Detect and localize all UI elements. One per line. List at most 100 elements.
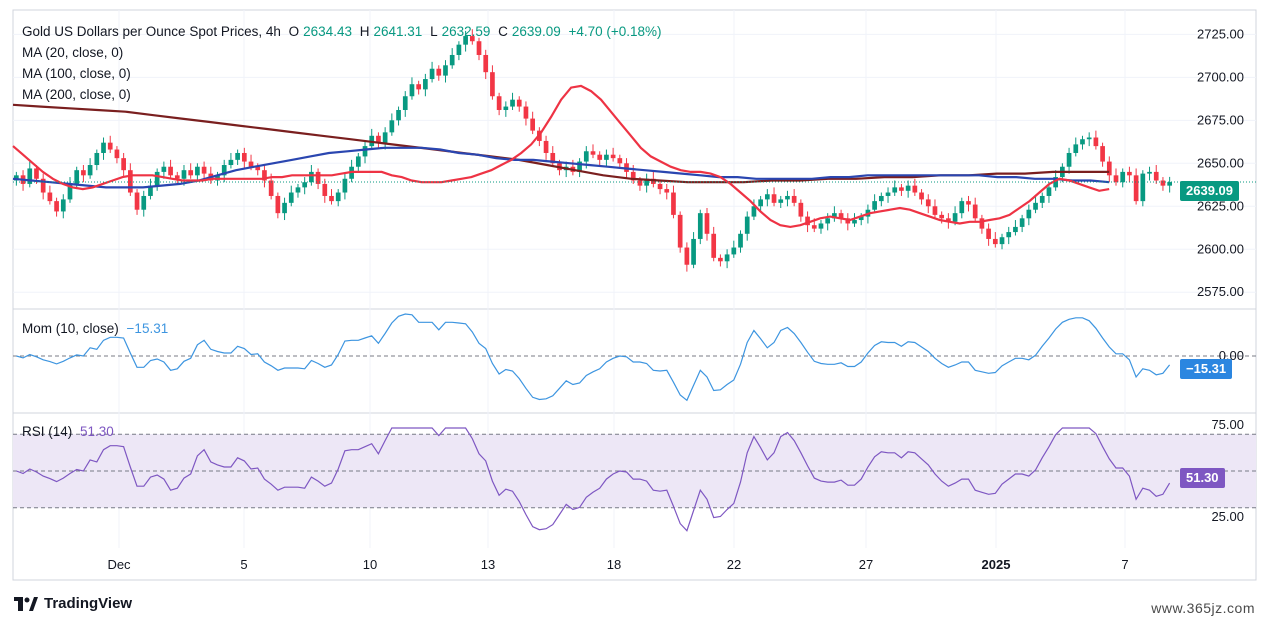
high-value: 2641.31: [373, 24, 423, 39]
candle-body: [610, 154, 616, 159]
candle-body: [134, 192, 140, 210]
candle-body: [523, 106, 529, 119]
candle-body: [798, 202, 804, 217]
candle-body: [939, 214, 945, 219]
candle-body: [342, 178, 348, 193]
candle-body: [148, 185, 153, 196]
candle-body: [141, 195, 147, 210]
candle-body: [510, 99, 515, 107]
candle-body: [443, 65, 448, 76]
x-tick-label: Dec: [107, 557, 131, 572]
candle-body: [704, 213, 710, 234]
candle-body: [892, 187, 898, 193]
candle-body: [315, 171, 321, 184]
candle-body: [54, 201, 59, 212]
candle-body: [503, 106, 509, 110]
candle-body: [972, 204, 978, 219]
momentum-value: −15.31: [126, 321, 169, 336]
candle-body: [416, 84, 422, 90]
candle-body: [1133, 175, 1139, 202]
candle-body: [778, 199, 784, 203]
candle-body: [47, 192, 53, 202]
open-value: 2634.43: [303, 24, 352, 39]
y-tick-label: 2725.00: [1197, 26, 1244, 41]
candle-body: [81, 170, 86, 176]
candle-body: [429, 68, 435, 80]
candle-body: [805, 216, 810, 226]
candle-body: [858, 216, 864, 221]
candle-body: [751, 206, 757, 217]
candle-body: [771, 194, 777, 203]
rsi-value: 51.30: [80, 424, 114, 439]
close-value: 2639.09: [511, 24, 561, 39]
candle-body: [235, 152, 240, 160]
candle-body: [1106, 161, 1112, 176]
rsi-legend[interactable]: RSI (14) 51.30: [22, 424, 118, 439]
candle-body: [114, 149, 120, 159]
symbol-title: Gold US Dollars per Ounce Spot Prices, 4…: [22, 24, 281, 39]
candle-body: [309, 171, 314, 183]
y-tick-label: 2700.00: [1197, 69, 1244, 84]
candle-body: [764, 194, 770, 200]
candle-body: [1013, 226, 1018, 233]
high-label: H: [359, 24, 370, 39]
ma100-legend[interactable]: MA (100, close, 0): [22, 66, 131, 81]
candle-body: [684, 247, 690, 265]
candle-body: [577, 161, 582, 172]
candle-body: [161, 166, 167, 172]
momentum-label: Mom (10, close): [22, 321, 119, 336]
momentum-legend[interactable]: Mom (10, close) −15.31: [22, 321, 172, 336]
candle-body: [362, 146, 368, 157]
candle-body: [530, 118, 535, 131]
rsi-tick-label: 75.00: [1211, 417, 1244, 432]
candle-body: [1019, 218, 1025, 227]
candle-body: [630, 171, 636, 181]
close-label: C: [498, 24, 508, 39]
candle-body: [1026, 209, 1032, 219]
candle-body: [168, 166, 173, 176]
candle-body: [852, 220, 857, 224]
y-tick-label: 2675.00: [1197, 112, 1244, 127]
rsi-tick-label: 25.00: [1211, 509, 1244, 524]
candle-body: [1140, 173, 1146, 202]
rsi-band: [13, 434, 1256, 508]
candle-body: [992, 238, 998, 245]
candle-body: [490, 72, 495, 97]
x-tick-label: 5: [240, 557, 247, 572]
candle-body: [14, 175, 19, 181]
candle-body: [402, 96, 408, 110]
ma200-legend[interactable]: MA (200, close, 0): [22, 87, 131, 102]
candle-body: [899, 187, 904, 191]
candle-body: [121, 158, 126, 171]
candle-body: [409, 84, 415, 97]
candle-body: [268, 180, 274, 196]
candle-body: [389, 120, 395, 133]
price-legend: Gold US Dollars per Ounce Spot Prices, 4…: [22, 24, 666, 39]
candle-body: [376, 135, 381, 143]
candle-body: [423, 79, 428, 90]
candle-body: [738, 233, 743, 248]
watermark: www.365jz.com: [1151, 600, 1255, 616]
candle-body: [195, 166, 200, 176]
candle-body: [818, 223, 824, 229]
x-tick-label: 27: [859, 557, 873, 572]
candle-body: [597, 154, 603, 160]
last-price-tag: 2639.09: [1180, 181, 1239, 201]
candle-body: [825, 218, 831, 224]
candle-body: [1127, 171, 1132, 176]
candle-body: [496, 96, 502, 110]
candle-body: [335, 192, 341, 202]
candle-body: [483, 54, 489, 73]
candle-body: [845, 218, 851, 224]
tradingview-icon: [14, 596, 38, 611]
candle-body: [355, 156, 361, 167]
candle-body: [516, 99, 522, 107]
tradingview-logo[interactable]: TradingView: [14, 595, 132, 612]
candle-body: [583, 151, 589, 162]
candle-body: [275, 195, 281, 214]
ma20-legend[interactable]: MA (20, close, 0): [22, 45, 124, 60]
candle-body: [1086, 137, 1092, 140]
candle-body: [671, 192, 676, 215]
candle-body: [201, 166, 207, 174]
